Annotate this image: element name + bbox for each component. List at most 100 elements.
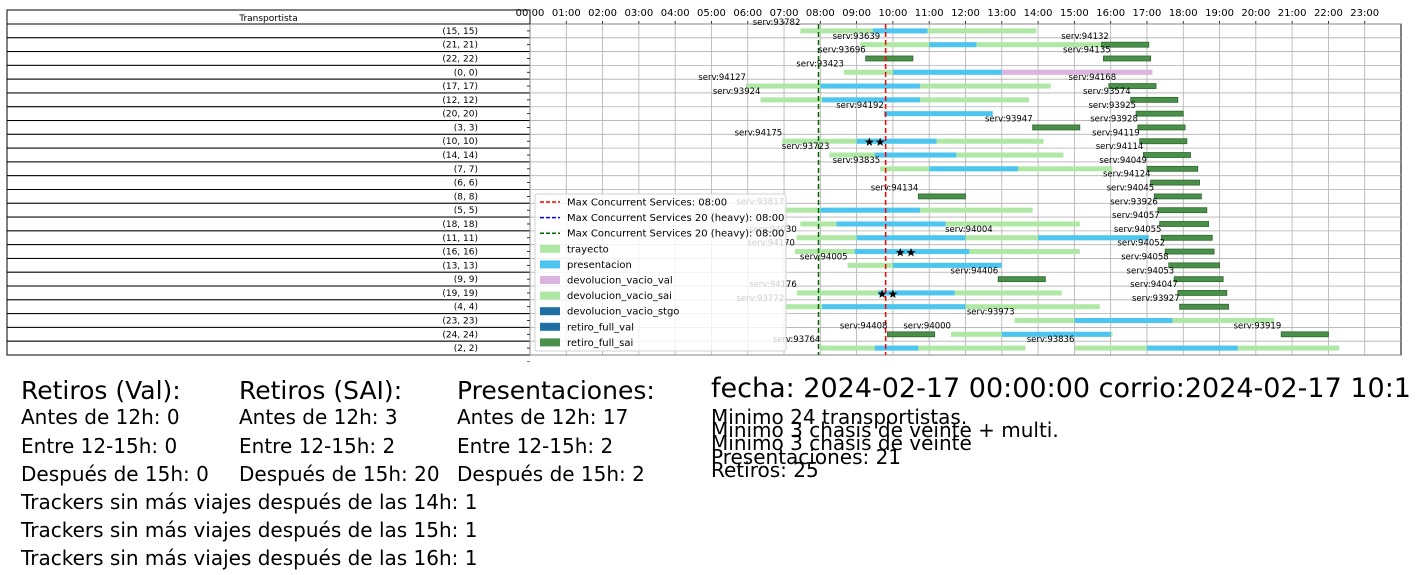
- x-tick-label: 03:00: [624, 8, 653, 19]
- legend-swatch-devolucion-vacio-stgo: [540, 307, 560, 316]
- row-label: (23, 23): [442, 317, 478, 327]
- row-label: (16, 16): [442, 248, 478, 258]
- service-label: serv:94192: [836, 101, 884, 111]
- service-label: serv:94047: [1130, 280, 1178, 290]
- bar-retiro-full-sai: [1139, 138, 1188, 145]
- legend-swatch-retiro-full-sai: [540, 338, 560, 347]
- x-tick-label: 01:00: [552, 8, 581, 19]
- x-tick-label: 21:00: [1278, 8, 1307, 19]
- service-label: serv:93836: [1027, 335, 1075, 345]
- row-label: (17, 17): [442, 82, 478, 92]
- row-label: (9, 9): [454, 275, 478, 285]
- bar-retiro-full-sai: [1146, 165, 1199, 172]
- presentaciones-title: Presentaciones:: [457, 376, 655, 405]
- presentaciones-before-12: Antes de 12h: 17: [457, 405, 629, 429]
- row-label: (2, 2): [454, 344, 478, 354]
- row-label: (4, 4): [454, 303, 478, 313]
- service-label: serv:94057: [1112, 211, 1160, 221]
- bar-retiro-full-sai: [1153, 193, 1202, 200]
- row-label: (19, 19): [442, 289, 478, 299]
- row-label: (6, 6): [454, 179, 478, 189]
- x-tick-label: 08:00: [806, 8, 835, 19]
- service-label: serv:93696: [818, 46, 866, 56]
- service-label: serv:93973: [967, 308, 1015, 318]
- bar-retiro-full-sai: [917, 193, 966, 200]
- service-label: serv:94055: [1114, 225, 1162, 235]
- bar-retiro-full-sai: [1173, 276, 1224, 283]
- x-tick-label: 17:00: [1133, 8, 1162, 19]
- table-row: [6, 271, 531, 287]
- service-label: serv:94000: [903, 321, 951, 331]
- x-tick-label: 09:00: [842, 8, 871, 19]
- bar-presentacion: [856, 138, 937, 144]
- star-marker: ★★: [895, 246, 917, 260]
- service-label: serv:94052: [1117, 239, 1165, 249]
- star-marker: ★★: [877, 287, 899, 301]
- bar-retiro-full-sai: [1130, 96, 1179, 103]
- bar-presentacion: [822, 97, 921, 103]
- bar-trayecto: [820, 345, 1026, 351]
- row-label: (11, 11): [442, 234, 478, 244]
- x-tick-label: 13:00: [987, 8, 1016, 19]
- row-label: (22, 22): [442, 54, 478, 64]
- row-label: (20, 20): [442, 110, 478, 120]
- legend-label: Max Concurrent Services 20 (heavy): 08:0…: [567, 213, 784, 224]
- note-min-chasis-veinte: Minimo 3 chasis de veinte: [711, 431, 972, 455]
- x-tick-label: 04:00: [661, 8, 690, 19]
- service-label: serv:94135: [1063, 46, 1111, 56]
- x-tick-label: 20:00: [1241, 8, 1270, 19]
- row-label: (24, 24): [442, 330, 478, 340]
- bar-presentacion: [874, 152, 957, 158]
- table-header: Transportista: [238, 14, 297, 24]
- service-label: serv:93574: [1083, 87, 1131, 97]
- note-min-chasis-multi: Minimo 3 chasis de veinte + multi.: [711, 418, 1059, 442]
- legend-swatch-devolucion-vacio-sai: [540, 291, 560, 300]
- note-retiros: Retiros: 25: [711, 458, 819, 482]
- bar-presentacion: [929, 166, 1019, 172]
- bar-retiro-full-sai: [1157, 207, 1208, 214]
- service-label: serv:93835: [833, 156, 881, 166]
- bar-retiro-full-sai: [1161, 234, 1213, 241]
- row-label: (18, 18): [442, 220, 478, 230]
- service-label: serv:94004: [945, 225, 993, 235]
- legend-box: [534, 193, 787, 352]
- legend-label: devolucion_vacio_sai: [567, 291, 672, 302]
- service-label: serv:94049: [1099, 156, 1147, 166]
- bar-retiro-full-sai: [1108, 83, 1157, 89]
- service-label: serv:94132: [1061, 32, 1109, 42]
- x-tick-label: 23:00: [1350, 8, 1379, 19]
- x-tick-label: 15:00: [1060, 8, 1089, 19]
- service-label: serv:94124: [1103, 170, 1151, 180]
- bar-retiro-full-sai: [1177, 290, 1228, 296]
- row-label: (10, 10): [442, 137, 478, 147]
- bar-presentacion: [892, 69, 1002, 75]
- x-tick-label: 12:00: [951, 8, 980, 19]
- legend-label: presentacion: [567, 260, 632, 271]
- x-tick-label: 02:00: [588, 8, 617, 19]
- x-tick-label: 00:00: [516, 8, 545, 19]
- legend-label: retiro_full_val: [567, 322, 634, 333]
- fecha-line: fecha: 2024-02-17 00:00:00 corrio:2024-0…: [711, 373, 1411, 404]
- row-label: (3, 3): [454, 123, 478, 133]
- row-label: (5, 5): [454, 206, 478, 216]
- x-tick-label: 19:00: [1205, 8, 1234, 19]
- service-label: serv:93723: [782, 142, 830, 152]
- bar-presentacion: [1038, 235, 1149, 241]
- bar-presentacion: [1074, 318, 1173, 324]
- service-label: serv:93928: [1090, 115, 1138, 125]
- bar-trayecto: [796, 235, 1149, 241]
- row-label: (21, 21): [442, 41, 478, 51]
- x-tick-label: 07:00: [770, 8, 799, 19]
- bar-presentacion: [878, 290, 955, 296]
- legend-swatch-trayecto: [540, 244, 560, 253]
- table-row: [6, 202, 531, 218]
- legend-label: retiro_full_sai: [567, 338, 633, 349]
- service-label: serv:94005: [800, 252, 848, 262]
- legend-label: trayecto: [567, 244, 609, 255]
- bar-retiro-full-sai: [1168, 262, 1220, 269]
- bar-retiro-full-sai: [865, 55, 914, 62]
- row-label: (15, 15): [442, 27, 478, 37]
- retiros-sai-title: Retiros (SAI):: [239, 376, 403, 405]
- bar-retiro-full-sai: [887, 331, 936, 338]
- bar-retiro-full-sai: [1164, 248, 1215, 255]
